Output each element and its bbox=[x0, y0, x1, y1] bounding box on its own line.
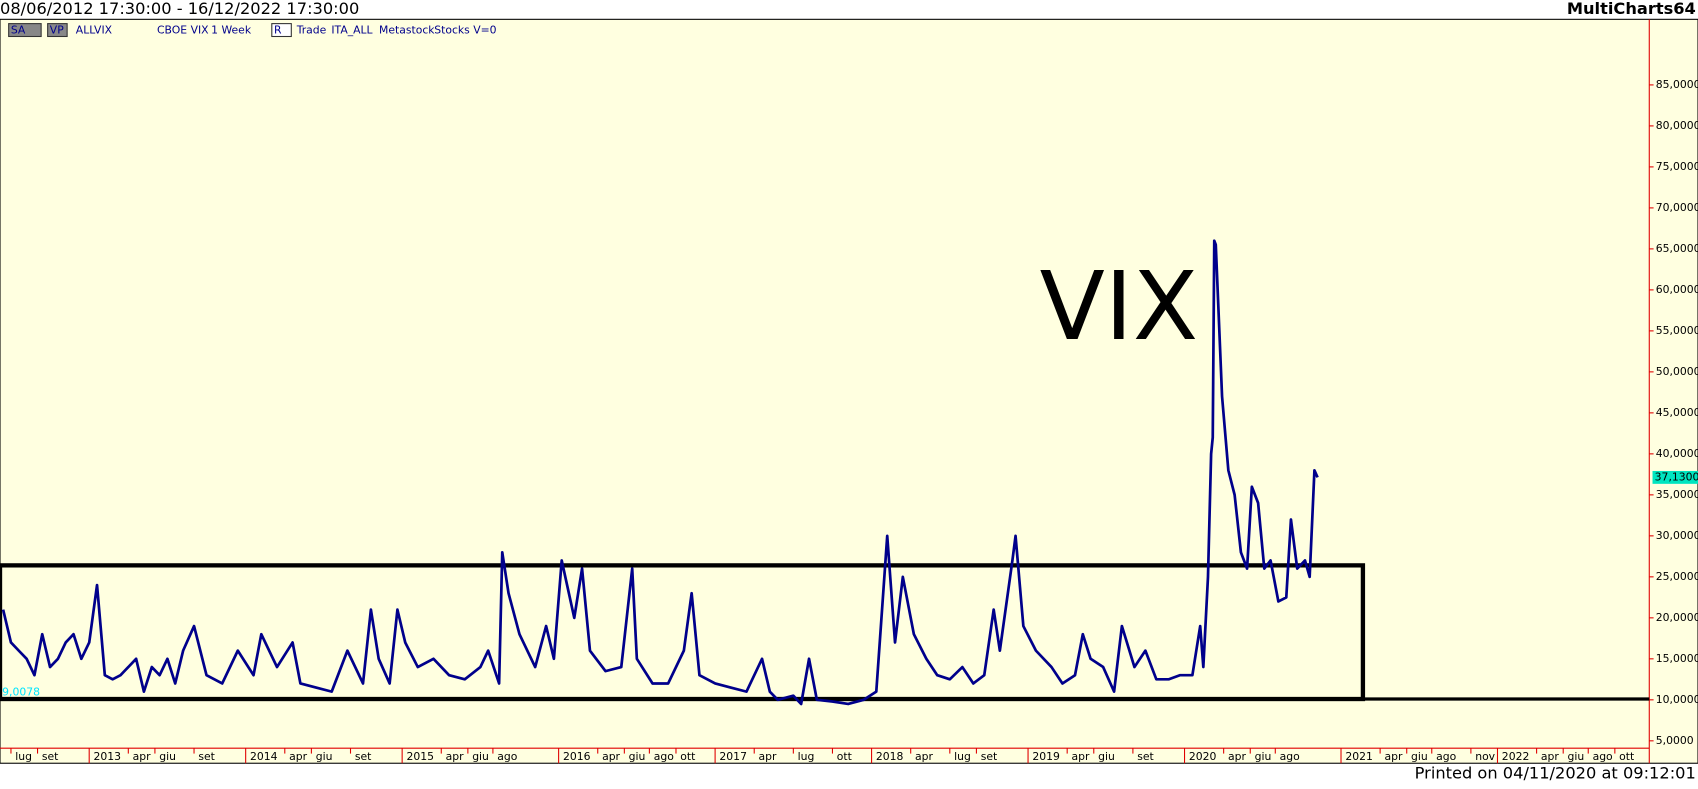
date-range: 08/06/2012 17:30:00 - 16/12/2022 17:30:0… bbox=[0, 0, 359, 18]
x-tick-label: apr bbox=[602, 750, 621, 763]
x-tick-label: set bbox=[1137, 750, 1154, 763]
toolbar-button[interactable] bbox=[47, 23, 68, 38]
annotation: VIX bbox=[1040, 253, 1199, 363]
x-tick-label: set bbox=[981, 750, 998, 763]
x-tick-label: set bbox=[355, 750, 372, 763]
y-tick-label: 30,0000 bbox=[1656, 529, 1698, 542]
x-tick-label: ott bbox=[680, 750, 695, 763]
x-tick-label: ott bbox=[1619, 750, 1634, 763]
toolbar-item[interactable]: ITA_ALL bbox=[331, 24, 372, 37]
x-tick-label: 2022 bbox=[1502, 750, 1530, 763]
x-tick-label: ago bbox=[654, 750, 674, 763]
x-tick-label: 2015 bbox=[406, 750, 434, 763]
x-tick-label: 2019 bbox=[1032, 750, 1060, 763]
y-tick-label: 65,0000 bbox=[1656, 242, 1698, 255]
x-tick-label: 2017 bbox=[719, 750, 747, 763]
x-tick-label: giu bbox=[472, 750, 489, 763]
y-tick-label: 55,0000 bbox=[1656, 324, 1698, 337]
x-tick-label: apr bbox=[1228, 750, 1247, 763]
y-tick-label: 35,0000 bbox=[1656, 488, 1698, 501]
x-tick-label: 2016 bbox=[563, 750, 591, 763]
x-tick-label: lug bbox=[15, 750, 32, 763]
x-tick-label: ago bbox=[1280, 750, 1300, 763]
price-line bbox=[1, 239, 1319, 706]
x-tick-label: 2018 bbox=[876, 750, 904, 763]
x-tick-label: lug bbox=[798, 750, 815, 763]
y-tick-label: 80,0000 bbox=[1656, 119, 1698, 132]
toolbar-item[interactable]: CBOE VIX bbox=[157, 24, 209, 37]
x-tick-label: ago bbox=[1436, 750, 1456, 763]
y-tick-label: 20,0000 bbox=[1656, 611, 1698, 624]
toolbar-item[interactable]: Stocks bbox=[434, 24, 470, 37]
header-bar bbox=[0, 0, 1698, 20]
x-tick-label: ago bbox=[497, 750, 517, 763]
toolbar-item[interactable]: ALLVIX bbox=[76, 24, 113, 37]
x-tick-label: apr bbox=[133, 750, 152, 763]
y-tick-label: 40,0000 bbox=[1656, 447, 1698, 460]
x-tick-label: ott bbox=[837, 750, 852, 763]
y-tick-label: 15,0000 bbox=[1656, 652, 1698, 665]
y-tick-label: 60,0000 bbox=[1656, 283, 1698, 296]
toolbar-item[interactable]: 1 Week bbox=[211, 24, 252, 37]
x-tick-label: giu bbox=[1568, 750, 1585, 763]
x-tick-label: set bbox=[42, 750, 59, 763]
x-tick-label: giu bbox=[1255, 750, 1272, 763]
x-tick-label: giu bbox=[629, 750, 646, 763]
toolbar-button[interactable] bbox=[271, 23, 292, 38]
toolbar-item[interactable]: SA bbox=[11, 24, 26, 37]
x-tick-label: apr bbox=[915, 750, 934, 763]
x-tick-label: apr bbox=[1072, 750, 1091, 763]
x-tick-label: apr bbox=[759, 750, 778, 763]
last-value-box bbox=[1652, 470, 1698, 484]
toolbar-item[interactable]: Metastock bbox=[379, 24, 435, 37]
y-tick-label: 10,0000 bbox=[1656, 693, 1698, 706]
x-tick-label: giu bbox=[1411, 750, 1428, 763]
x-tick-label: 2014 bbox=[250, 750, 278, 763]
x-tick-label: apr bbox=[1541, 750, 1560, 763]
x-tick-label: giu bbox=[1098, 750, 1115, 763]
toolbar-button[interactable] bbox=[8, 23, 42, 38]
x-tick-label: apr bbox=[446, 750, 465, 763]
y-tick-label: 45,0000 bbox=[1656, 406, 1698, 419]
x-tick-label: apr bbox=[1384, 750, 1403, 763]
x-tick-label: 2021 bbox=[1345, 750, 1373, 763]
x-tick-label: 2013 bbox=[94, 750, 122, 763]
x-tick-label: set bbox=[198, 750, 215, 763]
toolbar-item[interactable]: Trade bbox=[296, 24, 327, 37]
y-tick-label: 70,0000 bbox=[1656, 201, 1698, 214]
toolbar-item[interactable]: VP bbox=[50, 24, 64, 37]
y-tick-label: 75,0000 bbox=[1656, 160, 1698, 173]
toolbar-item[interactable]: V=0 bbox=[473, 24, 496, 37]
footer: Printed on 04/11/2020 at 09:12:01 bbox=[1415, 764, 1696, 783]
x-tick-label: lug bbox=[954, 750, 971, 763]
x-tick-label: giu bbox=[316, 750, 333, 763]
y-tick-label: 5,0000 bbox=[1656, 734, 1694, 747]
y-tick-label: 50,0000 bbox=[1656, 365, 1698, 378]
y-tick-label: 25,0000 bbox=[1656, 570, 1698, 583]
x-tick-label: 2020 bbox=[1189, 750, 1217, 763]
app-name: MultiCharts64 bbox=[1567, 0, 1696, 18]
y-tick-label: 85,0000 bbox=[1656, 78, 1698, 91]
x-tick-label: nov bbox=[1475, 750, 1495, 763]
x-tick-label: apr bbox=[289, 750, 308, 763]
x-tick-label: ago bbox=[1593, 750, 1613, 763]
x-tick-label: giu bbox=[159, 750, 176, 763]
plot-background bbox=[0, 18, 1698, 764]
last-value-label: 37,1300 bbox=[1655, 470, 1698, 483]
indicator-label: 9,0078 bbox=[2, 685, 40, 698]
toolbar-item[interactable]: R bbox=[274, 24, 282, 37]
